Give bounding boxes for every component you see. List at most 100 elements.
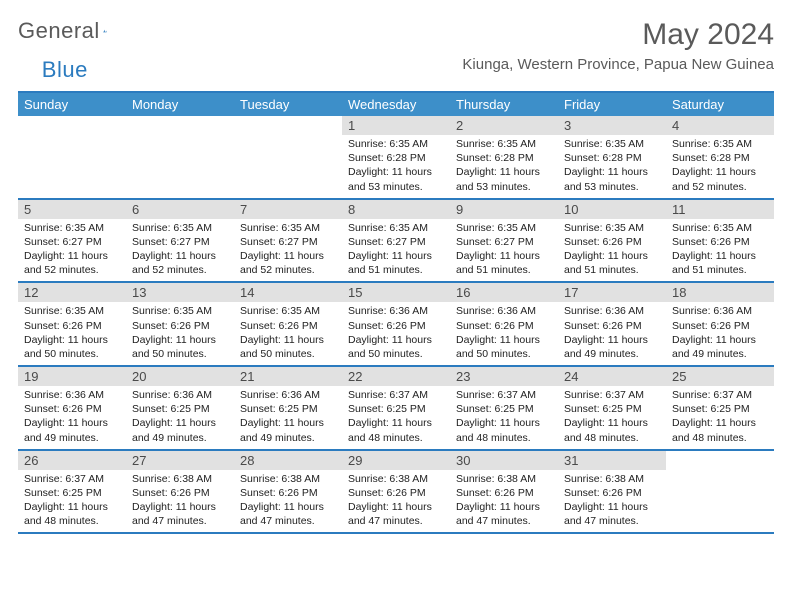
day-info: Sunrise: 6:36 AMSunset: 6:26 PMDaylight:… [558,302,666,365]
day-number: 17 [558,283,666,302]
day-cell: 27Sunrise: 6:38 AMSunset: 6:26 PMDayligh… [126,451,234,533]
day-cell: 5Sunrise: 6:35 AMSunset: 6:27 PMDaylight… [18,200,126,282]
day-number: 18 [666,283,774,302]
logo: General [18,18,125,44]
day-info: Sunrise: 6:35 AMSunset: 6:27 PMDaylight:… [18,219,126,282]
week-row: 1Sunrise: 6:35 AMSunset: 6:28 PMDaylight… [18,116,774,200]
day-cell: 29Sunrise: 6:38 AMSunset: 6:26 PMDayligh… [342,451,450,533]
month-title: May 2024 [462,18,774,52]
day-cell: 6Sunrise: 6:35 AMSunset: 6:27 PMDaylight… [126,200,234,282]
day-info: Sunrise: 6:35 AMSunset: 6:27 PMDaylight:… [342,219,450,282]
day-number [18,116,126,120]
day-cell: 2Sunrise: 6:35 AMSunset: 6:28 PMDaylight… [450,116,558,198]
day-info: Sunrise: 6:37 AMSunset: 6:25 PMDaylight:… [18,470,126,533]
day-number: 7 [234,200,342,219]
day-number: 24 [558,367,666,386]
day-info: Sunrise: 6:36 AMSunset: 6:26 PMDaylight:… [666,302,774,365]
day-info: Sunrise: 6:36 AMSunset: 6:25 PMDaylight:… [234,386,342,449]
day-cell [126,116,234,198]
day-number: 9 [450,200,558,219]
day-cell: 24Sunrise: 6:37 AMSunset: 6:25 PMDayligh… [558,367,666,449]
day-cell: 1Sunrise: 6:35 AMSunset: 6:28 PMDaylight… [342,116,450,198]
day-header: Saturday [666,93,774,116]
day-cell: 30Sunrise: 6:38 AMSunset: 6:26 PMDayligh… [450,451,558,533]
day-info: Sunrise: 6:37 AMSunset: 6:25 PMDaylight:… [342,386,450,449]
day-number: 27 [126,451,234,470]
day-info: Sunrise: 6:35 AMSunset: 6:27 PMDaylight:… [450,219,558,282]
logo-text-1: General [18,18,100,44]
day-number: 21 [234,367,342,386]
day-info: Sunrise: 6:35 AMSunset: 6:26 PMDaylight:… [126,302,234,365]
day-cell: 7Sunrise: 6:35 AMSunset: 6:27 PMDaylight… [234,200,342,282]
day-header-row: Sunday Monday Tuesday Wednesday Thursday… [18,93,774,116]
day-cell: 18Sunrise: 6:36 AMSunset: 6:26 PMDayligh… [666,283,774,365]
day-info: Sunrise: 6:38 AMSunset: 6:26 PMDaylight:… [558,470,666,533]
day-info: Sunrise: 6:35 AMSunset: 6:26 PMDaylight:… [234,302,342,365]
day-number: 26 [18,451,126,470]
day-number: 31 [558,451,666,470]
day-header: Monday [126,93,234,116]
day-cell: 19Sunrise: 6:36 AMSunset: 6:26 PMDayligh… [18,367,126,449]
day-number: 6 [126,200,234,219]
day-cell: 23Sunrise: 6:37 AMSunset: 6:25 PMDayligh… [450,367,558,449]
day-number: 30 [450,451,558,470]
day-number: 8 [342,200,450,219]
day-cell: 17Sunrise: 6:36 AMSunset: 6:26 PMDayligh… [558,283,666,365]
day-info: Sunrise: 6:35 AMSunset: 6:28 PMDaylight:… [558,135,666,198]
day-number: 3 [558,116,666,135]
title-block: May 2024 Kiunga, Western Province, Papua… [462,18,774,73]
day-number: 13 [126,283,234,302]
day-header: Friday [558,93,666,116]
day-number [666,451,774,455]
day-cell: 25Sunrise: 6:37 AMSunset: 6:25 PMDayligh… [666,367,774,449]
day-cell: 8Sunrise: 6:35 AMSunset: 6:27 PMDaylight… [342,200,450,282]
day-cell: 14Sunrise: 6:35 AMSunset: 6:26 PMDayligh… [234,283,342,365]
day-cell [666,451,774,533]
day-header: Tuesday [234,93,342,116]
day-cell [234,116,342,198]
day-info: Sunrise: 6:36 AMSunset: 6:26 PMDaylight:… [450,302,558,365]
day-info: Sunrise: 6:38 AMSunset: 6:26 PMDaylight:… [126,470,234,533]
day-info: Sunrise: 6:35 AMSunset: 6:26 PMDaylight:… [18,302,126,365]
day-number: 12 [18,283,126,302]
day-info: Sunrise: 6:35 AMSunset: 6:26 PMDaylight:… [666,219,774,282]
week-row: 12Sunrise: 6:35 AMSunset: 6:26 PMDayligh… [18,283,774,367]
week-row: 5Sunrise: 6:35 AMSunset: 6:27 PMDaylight… [18,200,774,284]
day-cell: 9Sunrise: 6:35 AMSunset: 6:27 PMDaylight… [450,200,558,282]
day-number: 20 [126,367,234,386]
day-info: Sunrise: 6:35 AMSunset: 6:26 PMDaylight:… [558,219,666,282]
day-number: 16 [450,283,558,302]
day-cell: 13Sunrise: 6:35 AMSunset: 6:26 PMDayligh… [126,283,234,365]
day-header: Wednesday [342,93,450,116]
day-cell: 28Sunrise: 6:38 AMSunset: 6:26 PMDayligh… [234,451,342,533]
day-cell: 31Sunrise: 6:38 AMSunset: 6:26 PMDayligh… [558,451,666,533]
day-info: Sunrise: 6:36 AMSunset: 6:25 PMDaylight:… [126,386,234,449]
location: Kiunga, Western Province, Papua New Guin… [462,56,774,73]
day-number: 1 [342,116,450,135]
day-number: 5 [18,200,126,219]
logo-sail-icon [103,22,107,40]
day-cell: 20Sunrise: 6:36 AMSunset: 6:25 PMDayligh… [126,367,234,449]
day-info: Sunrise: 6:36 AMSunset: 6:26 PMDaylight:… [18,386,126,449]
day-number [126,116,234,120]
day-info: Sunrise: 6:35 AMSunset: 6:27 PMDaylight:… [126,219,234,282]
day-number: 4 [666,116,774,135]
day-cell: 10Sunrise: 6:35 AMSunset: 6:26 PMDayligh… [558,200,666,282]
logo-text-2: Blue [42,57,88,83]
day-header: Sunday [18,93,126,116]
day-info: Sunrise: 6:37 AMSunset: 6:25 PMDaylight:… [558,386,666,449]
day-info: Sunrise: 6:35 AMSunset: 6:28 PMDaylight:… [666,135,774,198]
week-row: 19Sunrise: 6:36 AMSunset: 6:26 PMDayligh… [18,367,774,451]
day-cell: 4Sunrise: 6:35 AMSunset: 6:28 PMDaylight… [666,116,774,198]
day-cell: 21Sunrise: 6:36 AMSunset: 6:25 PMDayligh… [234,367,342,449]
day-cell: 16Sunrise: 6:36 AMSunset: 6:26 PMDayligh… [450,283,558,365]
calendar: Sunday Monday Tuesday Wednesday Thursday… [18,91,774,534]
day-cell: 26Sunrise: 6:37 AMSunset: 6:25 PMDayligh… [18,451,126,533]
day-info: Sunrise: 6:35 AMSunset: 6:28 PMDaylight:… [342,135,450,198]
day-number: 19 [18,367,126,386]
day-number: 14 [234,283,342,302]
day-number: 23 [450,367,558,386]
day-info: Sunrise: 6:38 AMSunset: 6:26 PMDaylight:… [450,470,558,533]
day-number: 2 [450,116,558,135]
day-info: Sunrise: 6:36 AMSunset: 6:26 PMDaylight:… [342,302,450,365]
